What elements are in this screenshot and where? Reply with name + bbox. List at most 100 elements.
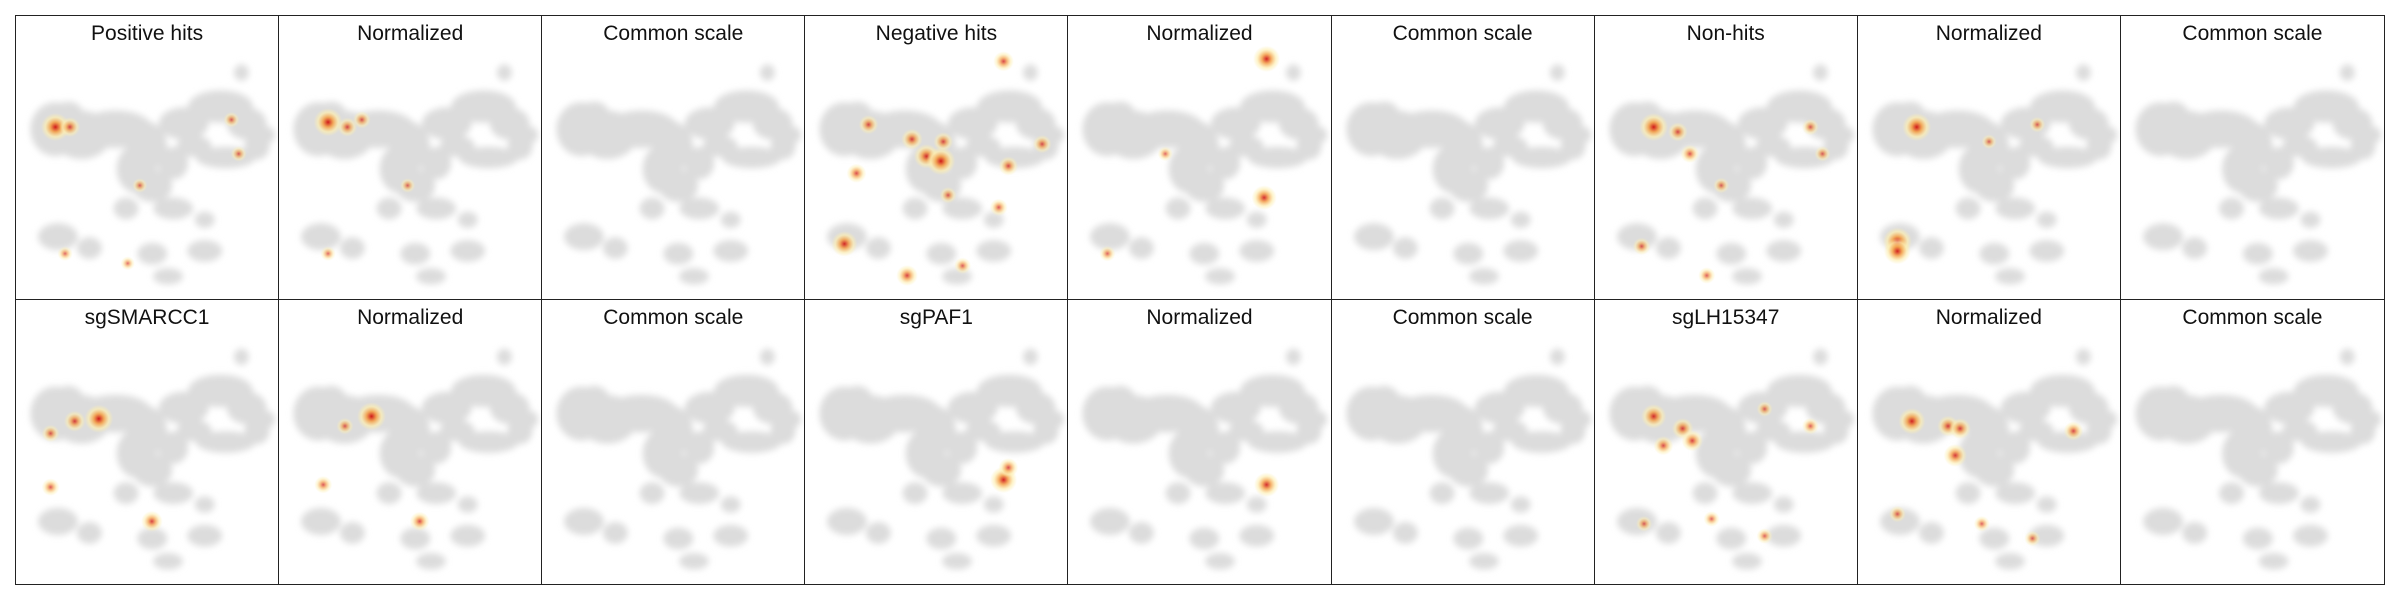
cell-cluster [1511,431,1572,453]
cell-cluster [1510,211,1531,228]
cell-cluster [113,482,139,504]
cell-cluster [2237,454,2278,487]
density-hotspot [1801,417,1819,435]
cell-cluster [421,147,452,180]
cell-cluster [1716,242,1746,265]
panel-2: Normalized [279,16,543,300]
embedding-plot [1872,348,2117,570]
cell-cluster [713,524,749,547]
cell-cluster [1549,348,1565,365]
cell-cluster [1049,411,1065,428]
cell-cluster [1090,223,1131,251]
cell-cluster [1184,169,1225,202]
cell-cluster [564,223,605,251]
cell-cluster [76,522,102,544]
density-hotspot [1898,408,1926,435]
cell-cluster [1129,522,1155,544]
density-hotspot [1756,401,1773,417]
density-hotspot [41,478,60,496]
cell-cluster [1239,240,1275,262]
cell-cluster [1447,169,1488,202]
cell-cluster [926,242,957,265]
density-hotspot [1632,237,1651,255]
density-hotspot [896,265,919,286]
panel-title: Normalized [1935,22,2042,45]
cell-cluster [1575,411,1591,428]
density-hotspot [901,128,924,150]
embedding-plot [2135,64,2381,285]
cell-cluster [1229,419,1265,442]
panel-title: Normalized [1146,22,1253,45]
cell-cluster [1473,431,1504,464]
cell-cluster [457,496,478,513]
cell-cluster [1429,197,1455,220]
cell-cluster [1189,242,1220,265]
cell-cluster [400,527,431,550]
cell-cluster [703,135,738,157]
panel-10: sgSMARCC1 [16,300,280,584]
panel-13: sgPAF1 [805,300,1069,584]
cell-cluster [450,524,486,547]
cell-cluster [2263,147,2294,180]
cell-cluster [2365,126,2381,143]
cell-cluster [679,268,710,285]
figure-grid: Positive hits Normalized Common scale Negat… [15,15,2385,585]
cell-cluster [2258,482,2299,504]
cell-cluster [176,135,212,157]
embedding-plot [1345,64,1591,285]
embedding-plot [30,348,276,570]
density-hotspot [141,510,163,532]
cell-cluster [942,197,983,220]
cell-cluster [187,524,223,547]
cell-cluster [703,419,738,442]
density-hotspot [2029,116,2046,133]
density-hotspot [926,147,956,176]
cell-cluster [1955,482,1981,504]
cell-cluster [639,197,665,220]
density-hotspot [59,117,81,138]
cell-cluster [1755,419,1791,442]
panel-14: Normalized [1068,300,1332,584]
cell-cluster [1549,64,1565,81]
cell-cluster [921,454,962,487]
cell-cluster [902,197,928,220]
density-hotspot [1254,472,1280,497]
cell-cluster [523,411,539,428]
panel-title: Common scale [1392,306,1533,329]
cell-cluster [416,553,447,570]
panel-title: Normalized [357,306,464,329]
cell-cluster [1447,454,1488,487]
density-hotspot [1680,144,1699,163]
cell-cluster [684,431,715,464]
cell-cluster [1994,268,2025,285]
cell-cluster [902,482,928,504]
cell-cluster [1473,147,1504,180]
cell-cluster [1129,237,1155,259]
cell-cluster [2142,508,2183,536]
cell-cluster [603,522,629,544]
panel-title: Negative hits [875,22,998,45]
cell-cluster [1731,268,1762,285]
density-hotspot [1638,113,1668,142]
cell-cluster [1542,107,1583,140]
panel-1: Positive hits [16,16,280,300]
cell-cluster [1468,268,1499,285]
cell-cluster [1166,482,1191,504]
cell-cluster [260,126,276,143]
embedding-plot [30,64,276,285]
density-hotspot [1943,444,1967,467]
cell-cluster [2029,240,2064,262]
cell-cluster [1090,508,1131,536]
cell-cluster [416,482,457,504]
cell-cluster [1210,147,1241,180]
cell-cluster [301,508,341,536]
cell-cluster [1979,527,2010,550]
cell-cluster [679,482,720,504]
density-hotspot [1703,511,1720,527]
cell-cluster [2300,496,2321,513]
cell-cluster [722,431,782,453]
panel-9: Common scale [2120,16,2384,300]
cell-cluster [2258,197,2299,220]
cell-cluster [720,496,741,513]
cell-cluster [1511,146,1572,169]
